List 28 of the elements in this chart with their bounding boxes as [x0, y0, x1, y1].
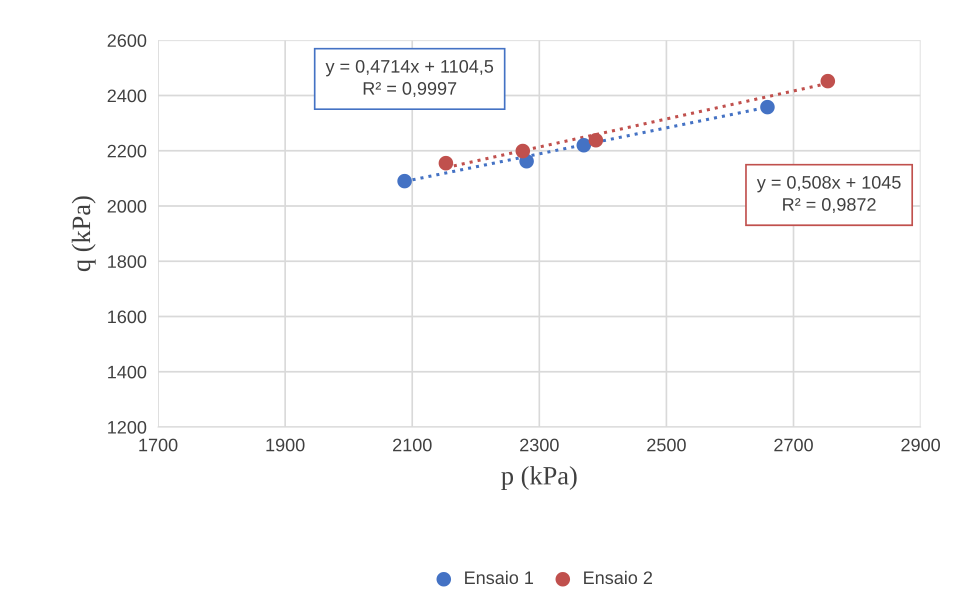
point — [397, 174, 412, 188]
x-tick-label: 2100 — [393, 438, 432, 452]
x-tick-label: 2900 — [901, 438, 940, 452]
y-tick-label: 2200 — [108, 144, 146, 158]
y-tick-label: 2000 — [108, 200, 146, 213]
y-tick-label: 1800 — [108, 255, 146, 268]
y-tick-label: 1400 — [108, 366, 146, 378]
y-tick-label: 2400 — [108, 89, 146, 102]
x-tick-label: 2700 — [774, 438, 813, 452]
x-axis-title: p (kPa) — [501, 466, 577, 490]
legend-label: Ensaio 1 — [465, 570, 534, 584]
point — [760, 100, 775, 114]
point — [576, 138, 592, 153]
y-tick-label: 1200 — [108, 420, 146, 434]
point — [438, 156, 454, 170]
y-axis-title: q (kPa) — [72, 196, 96, 272]
x-tick-label: 1700 — [139, 438, 178, 452]
point — [516, 144, 530, 158]
y-tick-label: 2600 — [108, 34, 146, 47]
x-tick-label: 1900 — [266, 438, 305, 452]
y-tick-label: 1600 — [108, 310, 146, 324]
annotation: y = 0,4714x + 1104,5 R² = 0,9997 — [326, 60, 494, 97]
x-tick-label: 2300 — [520, 438, 559, 452]
legend-label: Ensaio 2 — [584, 570, 652, 584]
x-tick-label: 2500 — [647, 438, 686, 452]
point — [588, 132, 604, 148]
point — [820, 74, 836, 88]
annotation: y = 0,508x + 1045 R² = 0,9872 — [756, 176, 901, 213]
